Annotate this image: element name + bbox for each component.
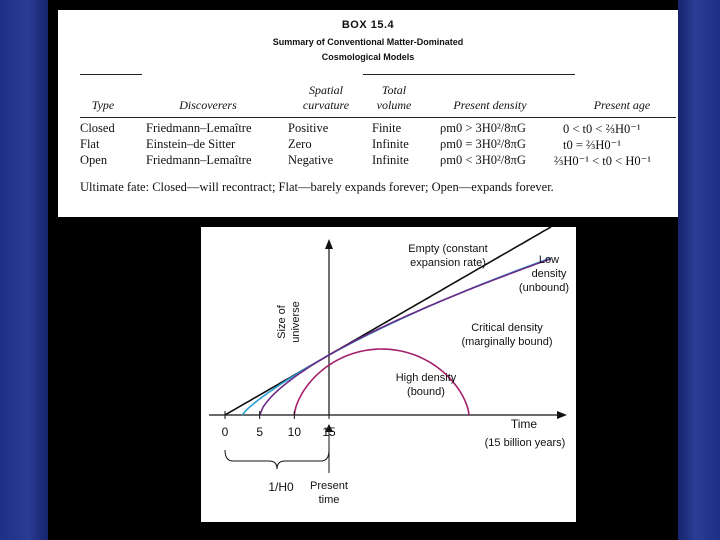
col-header-age: Present age bbox=[593, 98, 651, 112]
table-cell-type: Flat bbox=[80, 137, 100, 151]
curve-critical-density bbox=[258, 257, 552, 416]
y-axis-label-1: Size of bbox=[276, 304, 288, 339]
label-low-3: (unbound) bbox=[519, 282, 569, 294]
x-axis-arrow bbox=[557, 411, 567, 419]
hubble-time-label: 1/H0 bbox=[268, 480, 294, 494]
table-cell-age: ⅔H0⁻¹ < t0 < H0⁻¹ bbox=[554, 154, 651, 168]
col-header-volume-2: volume bbox=[376, 98, 412, 112]
x-tick-label-10: 10 bbox=[288, 425, 302, 439]
x-axis-label: Time bbox=[511, 417, 538, 431]
table-cell-discoverers: Friedmann–Lemaître bbox=[146, 121, 252, 135]
table-cell-type: Closed bbox=[80, 121, 115, 135]
table-cell-age: 0 < t0 < ⅔H0⁻¹ bbox=[563, 122, 641, 136]
summary-box: BOX 15.4 Summary of Conventional Matter-… bbox=[58, 10, 678, 217]
label-critical-2: (marginally bound) bbox=[461, 336, 552, 348]
table-cell-age: t0 = ⅔H0⁻¹ bbox=[563, 138, 622, 152]
box-subtitle-2: Cosmological Models bbox=[321, 52, 415, 62]
table-cell-density: ρm0 > 3H0²/8πG bbox=[440, 121, 526, 135]
col-header-type: Type bbox=[91, 98, 115, 112]
label-low-1: Low bbox=[539, 254, 559, 266]
col-header-discoverers: Discoverers bbox=[179, 98, 237, 112]
table-cell-curvature: Zero bbox=[288, 137, 312, 151]
box-title: BOX 15.4 bbox=[341, 19, 395, 31]
label-empty-2: expansion rate) bbox=[410, 257, 486, 269]
label-empty-1: Empty (constant bbox=[408, 243, 487, 255]
label-high-1: High density bbox=[396, 372, 457, 384]
label-low-2: density bbox=[532, 268, 567, 280]
box-subtitle-1: Summary of Conventional Matter-Dominated bbox=[272, 37, 464, 47]
col-header-volume-1: Total bbox=[381, 83, 407, 97]
table-cell-volume: Infinite bbox=[372, 153, 409, 167]
table-top-rule bbox=[80, 74, 142, 75]
background-right-panel bbox=[678, 0, 720, 540]
expansion-figure: 051015 Size of universe Empty (constant … bbox=[201, 227, 576, 522]
table-cell-volume: Finite bbox=[372, 121, 402, 135]
x-tick-label-5: 5 bbox=[256, 425, 263, 439]
table-header-rule bbox=[80, 117, 676, 118]
ultimate-fate-note: Ultimate fate: Closed—will recontract; F… bbox=[80, 180, 554, 194]
col-header-curvature-1: Spatial bbox=[308, 83, 343, 97]
y-axis-arrow bbox=[325, 239, 333, 249]
hubble-time-brace bbox=[224, 449, 330, 470]
table-cell-volume: Infinite bbox=[372, 137, 409, 151]
background-left-panel bbox=[0, 0, 48, 540]
table-cell-curvature: Positive bbox=[288, 121, 329, 135]
x-tick-label-0: 0 bbox=[222, 425, 229, 439]
table-cell-curvature: Negative bbox=[288, 153, 334, 167]
col-header-curvature-2: curvature bbox=[302, 98, 350, 112]
x-axis-unit: (15 billion years) bbox=[485, 437, 566, 449]
curve-empty bbox=[224, 227, 552, 416]
table-cell-density: ρm0 = 3H0²/8πG bbox=[440, 137, 526, 151]
present-time-label-2: time bbox=[319, 494, 340, 506]
table-top-rule bbox=[363, 74, 575, 75]
table-cell-discoverers: Einstein–de Sitter bbox=[146, 137, 236, 151]
curve-high-density bbox=[293, 348, 470, 416]
label-high-2: (bound) bbox=[407, 386, 445, 398]
present-time-arrow bbox=[325, 424, 333, 432]
expansion-chart: 051015 Size of universe Empty (constant … bbox=[209, 227, 569, 506]
y-axis-label-2: universe bbox=[290, 301, 302, 343]
col-header-density: Present density bbox=[453, 98, 527, 112]
label-critical-1: Critical density bbox=[471, 322, 543, 334]
table-cell-discoverers: Friedmann–Lemaître bbox=[146, 153, 252, 167]
present-time-label-1: Present bbox=[310, 480, 348, 492]
table-cell-type: Open bbox=[80, 153, 108, 167]
table-cell-density: ρm0 < 3H0²/8πG bbox=[440, 153, 526, 167]
